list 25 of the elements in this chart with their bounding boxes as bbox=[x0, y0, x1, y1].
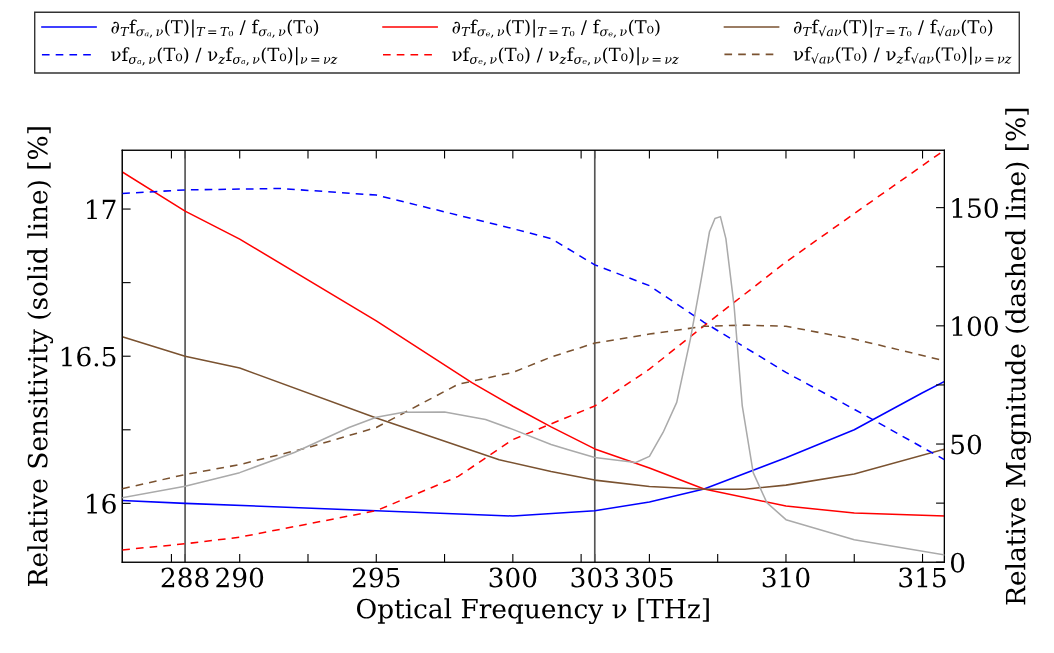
y-tick-label: 17 bbox=[87, 199, 116, 220]
x-tick-label: 315 bbox=[899, 567, 946, 588]
legend-label: νf$_{√aν}$(T₀) / ν$_{z}$f$_{√aν}$(T₀)|$_{ν=νz}$ bbox=[793, 46, 1012, 65]
x-tick-label: 310 bbox=[762, 567, 810, 588]
legend-label: νf$_{σₑ,ν}$(T₀) / ν$_{z}$f$_{σₑ,ν}$(T₀)|$_{ν=νz}$ bbox=[452, 47, 679, 66]
y-axis-title: Relative Sensitivity (solid line) [%] bbox=[27, 127, 54, 586]
x-tick-label: 295 bbox=[352, 567, 400, 588]
text: ∂$_{T}$f$_{σₐ,ν}$(T)|$_{T=T₀}$ / f$_{σₐ,ν}$(T₀) bbox=[111, 19, 319, 38]
x-tick-label: 305 bbox=[626, 567, 673, 588]
y2-axis-title: Relative Magnitude (dashed line) [%] bbox=[1005, 108, 1032, 605]
y-tick-label: 16.5 bbox=[61, 346, 116, 367]
y2-tick-label: 50 bbox=[951, 434, 982, 455]
x-tick-label: 290 bbox=[216, 567, 264, 588]
y2-tick-label: 100 bbox=[952, 316, 998, 337]
text: ∂$_{T}$f$_{√aν}$(T)|$_{T=T₀}$ / f$_{√aν}$(T₀) bbox=[793, 19, 993, 38]
text: ∂$_{T}$f$_{σₑ,ν}$(T)|$_{T=T₀}$ / f$_{σₑ,ν}$(T₀) bbox=[452, 19, 660, 38]
x-tick-label: 300 bbox=[489, 567, 537, 588]
y-tick-label: 16 bbox=[87, 493, 116, 514]
line-series bbox=[122, 215, 945, 556]
x-tick-label: 303 bbox=[571, 567, 618, 588]
legend-label: νf$_{σₐ,ν}$(T₀) / ν$_{z}$f$_{σₐ,ν}$(T₀)|$_{ν=νz}$ bbox=[111, 47, 338, 66]
x-tick-label: 288 bbox=[161, 567, 209, 588]
y2-tick-label: 0 bbox=[950, 552, 965, 573]
x-axis-title: Optical Frequency ν [THz] bbox=[357, 598, 709, 625]
y2-tick-label: 150 bbox=[952, 198, 998, 219]
